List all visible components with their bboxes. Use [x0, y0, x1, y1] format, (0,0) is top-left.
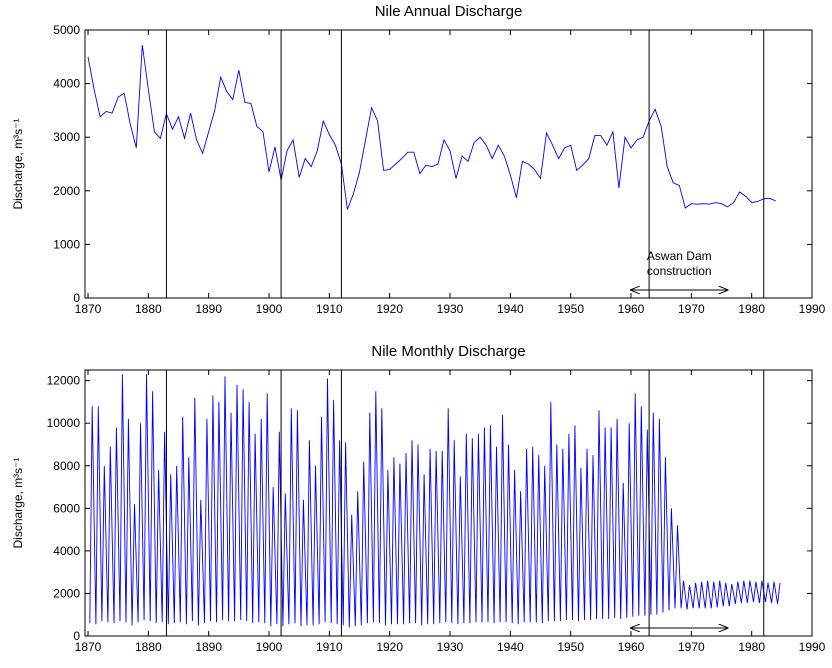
x-tick-label: 1960 — [618, 302, 645, 316]
y-tick-label: 4000 — [53, 544, 80, 558]
x-tick-label: 1930 — [437, 302, 464, 316]
chart-title: Nile Annual Discharge — [375, 3, 523, 20]
annotation: Aswan Dam — [647, 249, 712, 263]
y-tick-label: 5000 — [53, 23, 80, 37]
x-tick-label: 1900 — [256, 302, 283, 316]
chart-title: Nile Monthly Discharge — [371, 343, 525, 360]
x-tick-label: 1980 — [738, 302, 765, 316]
x-tick-label: 1890 — [195, 302, 222, 316]
x-tick-label: 1960 — [618, 640, 645, 654]
x-tick-label: 1990 — [799, 640, 826, 654]
x-tick-label: 1910 — [316, 302, 343, 316]
data-line — [87, 44, 776, 210]
plot-frame — [84, 29, 813, 299]
x-tick-label: 1870 — [75, 302, 102, 316]
y-tick-label: 2000 — [53, 586, 80, 600]
y-tick-label: 4000 — [53, 77, 80, 91]
x-tick-label: 1950 — [557, 640, 584, 654]
annotation: construction — [647, 264, 712, 278]
x-tick-label: 1940 — [497, 640, 524, 654]
x-tick-label: 1950 — [557, 302, 584, 316]
y-axis-label: Discharge, m³s⁻¹ — [11, 457, 25, 548]
x-tick-label: 1990 — [799, 302, 826, 316]
y-tick-label: 6000 — [53, 501, 80, 515]
y-axis-label: Discharge, m³s⁻¹ — [11, 118, 25, 209]
y-tick-label: 1000 — [53, 237, 80, 251]
y-tick-label: 2000 — [53, 184, 80, 198]
x-tick-label: 1980 — [738, 640, 765, 654]
y-tick-label: 3000 — [53, 130, 80, 144]
x-tick-label: 1880 — [135, 640, 162, 654]
x-tick-label: 1920 — [376, 302, 403, 316]
y-tick-label: 0 — [73, 629, 80, 643]
x-tick-label: 1940 — [497, 302, 524, 316]
x-tick-label: 1920 — [376, 640, 403, 654]
y-tick-label: 12000 — [47, 374, 81, 388]
x-tick-label: 1930 — [437, 640, 464, 654]
x-tick-label: 1970 — [678, 302, 705, 316]
x-tick-label: 1900 — [256, 640, 283, 654]
x-tick-label: 1880 — [135, 302, 162, 316]
y-tick-label: 10000 — [47, 416, 81, 430]
x-tick-label: 1910 — [316, 640, 343, 654]
plot-frame — [84, 369, 813, 637]
data-line — [89, 374, 781, 628]
x-tick-label: 1970 — [678, 640, 705, 654]
y-tick-label: 8000 — [53, 459, 80, 473]
y-tick-label: 0 — [73, 291, 80, 305]
x-tick-label: 1890 — [195, 640, 222, 654]
x-tick-label: 1870 — [75, 640, 102, 654]
